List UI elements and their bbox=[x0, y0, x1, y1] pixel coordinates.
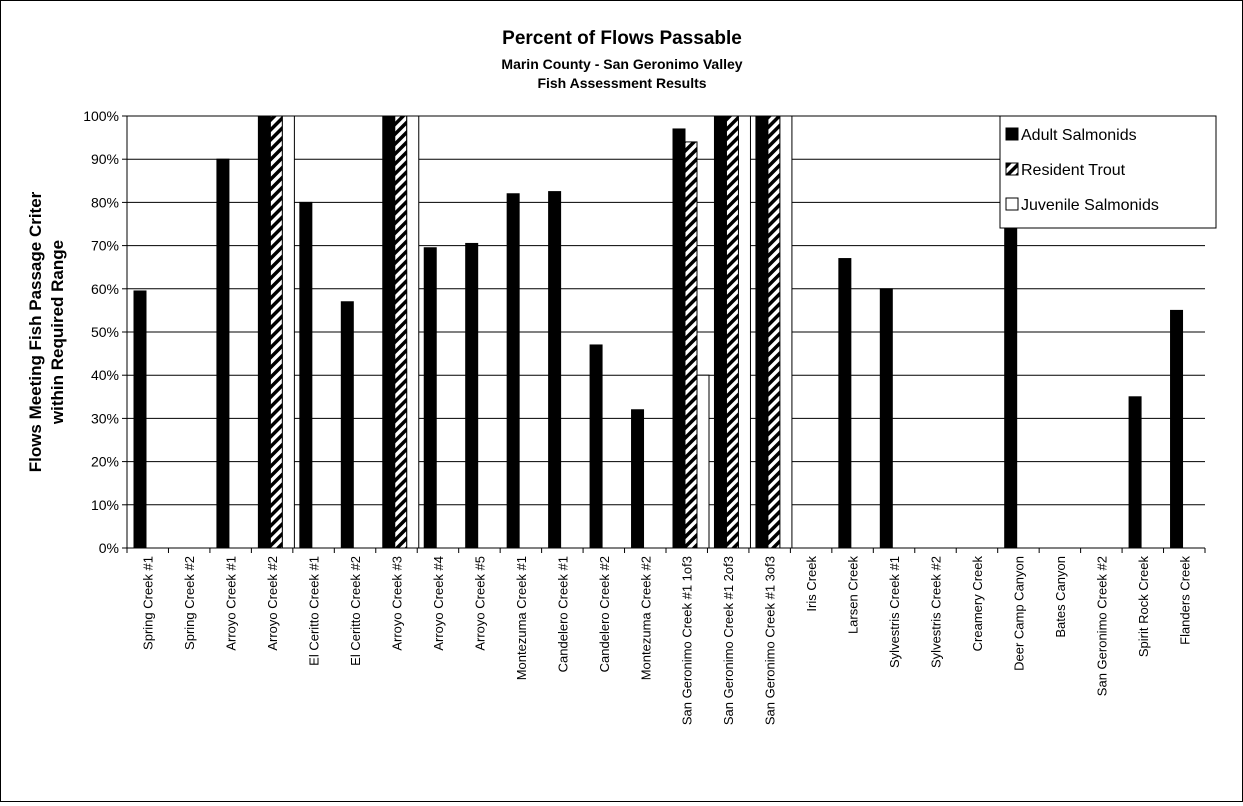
chart-subtitle-line-1: Marin County - San Geronimo Valley bbox=[501, 56, 742, 72]
bar-adult-salmonids bbox=[299, 201, 313, 549]
y-tick-label: 90% bbox=[91, 151, 119, 167]
y-tick-label: 40% bbox=[91, 367, 119, 383]
x-category-label: Arroyo Creek #5 bbox=[472, 556, 487, 651]
x-category-label: Arroyo Creek #2 bbox=[265, 556, 280, 651]
x-category-label: San Geronimo Creek #1 2of3 bbox=[721, 556, 736, 725]
x-category-label: Sylvestris Creek #2 bbox=[929, 556, 944, 668]
x-category-label: Flanders Creek bbox=[1177, 556, 1192, 645]
chart-subtitle-line-2: Fish Assessment Results bbox=[537, 75, 706, 91]
bar-juvenile-salmonids bbox=[779, 115, 793, 549]
bar-adult-salmonids bbox=[589, 344, 603, 549]
bar-adult-salmonids bbox=[340, 301, 354, 549]
x-category-label: Sylvestris Creek #1 bbox=[887, 556, 902, 668]
y-axis-label-line-1: Flows Meeting Fish Passage Criter bbox=[26, 191, 45, 472]
y-tick-label: 80% bbox=[91, 194, 119, 210]
bar-resident-trout bbox=[767, 115, 781, 549]
legend-swatch bbox=[1005, 197, 1019, 211]
bar-juvenile-salmonids bbox=[281, 115, 295, 549]
y-tick-label: 60% bbox=[91, 281, 119, 297]
bar-adult-salmonids bbox=[838, 258, 852, 549]
x-category-label: Spring Creek #2 bbox=[182, 556, 197, 650]
bar-adult-salmonids bbox=[631, 409, 645, 549]
legend-label: Adult Salmonids bbox=[1021, 127, 1137, 144]
bar-resident-trout bbox=[394, 115, 408, 549]
bar-resident-trout bbox=[684, 141, 698, 549]
y-tick-label: 50% bbox=[91, 324, 119, 340]
bar-adult-salmonids bbox=[257, 115, 271, 549]
bar-resident-trout bbox=[725, 115, 739, 549]
y-tick-label: 100% bbox=[83, 108, 119, 124]
y-tick-label: 0% bbox=[99, 540, 119, 556]
y-axis-label-line-2: within Required Range bbox=[48, 240, 67, 425]
bar-juvenile-salmonids bbox=[696, 374, 710, 549]
y-tick-label: 20% bbox=[91, 454, 119, 470]
bar-adult-salmonids bbox=[382, 115, 396, 549]
x-category-label: San Geronimo Creek #1 3of3 bbox=[763, 556, 778, 725]
bar-adult-salmonids bbox=[465, 242, 479, 549]
bar-adult-salmonids bbox=[548, 191, 562, 549]
x-category-label: El Ceritto Creek #1 bbox=[307, 556, 322, 666]
x-category-label: Montezuma Creek #2 bbox=[638, 556, 653, 680]
x-category-label: Arroyo Creek #4 bbox=[431, 556, 446, 651]
bar-adult-salmonids bbox=[1004, 219, 1018, 549]
x-category-label: Candelero Creek #1 bbox=[555, 556, 570, 672]
bar-adult-salmonids bbox=[506, 193, 520, 549]
x-category-label: Montezuma Creek #1 bbox=[514, 556, 529, 680]
y-tick-label: 70% bbox=[91, 238, 119, 254]
x-category-label: Bates Canyon bbox=[1053, 556, 1068, 638]
x-category-label: Larsen Creek bbox=[846, 556, 861, 635]
x-category-label: Deer Camp Canyon bbox=[1011, 556, 1026, 671]
legend-swatch bbox=[1005, 162, 1019, 176]
y-tick-label: 30% bbox=[91, 410, 119, 426]
x-category-label: Creamery Creek bbox=[970, 556, 985, 652]
x-category-label: San Geronimo Creek #2 bbox=[1094, 556, 1109, 696]
bar-adult-salmonids bbox=[216, 158, 230, 549]
chart-title: Percent of Flows Passable bbox=[502, 28, 742, 49]
bar-adult-salmonids bbox=[755, 115, 769, 549]
bar-adult-salmonids bbox=[672, 128, 686, 549]
y-tick-label: 10% bbox=[91, 497, 119, 513]
bar-adult-salmonids bbox=[133, 290, 147, 549]
x-category-label: Spring Creek #1 bbox=[141, 556, 156, 650]
bar-adult-salmonids bbox=[879, 288, 893, 549]
bar-adult-salmonids bbox=[1128, 396, 1142, 549]
legend-swatch bbox=[1005, 127, 1019, 141]
legend-label: Juvenile Salmonids bbox=[1021, 197, 1159, 214]
x-category-label: El Ceritto Creek #2 bbox=[348, 556, 363, 666]
x-category-label: San Geronimo Creek #1 1of3 bbox=[680, 556, 695, 725]
x-category-label: Iris Creek bbox=[804, 556, 819, 612]
bar-resident-trout bbox=[269, 115, 283, 549]
x-category-label: Arroyo Creek #1 bbox=[224, 556, 239, 651]
bar-adult-salmonids bbox=[423, 247, 437, 549]
bar-adult-salmonids bbox=[1170, 309, 1184, 549]
bar-adult-salmonids bbox=[713, 115, 727, 549]
legend: Adult Salmonids Resident Trout Juvenile Sa… bbox=[999, 115, 1217, 229]
bar-juvenile-salmonids bbox=[406, 115, 420, 549]
x-category-label: Arroyo Creek #3 bbox=[390, 556, 405, 651]
x-category-label: Spirit Rock Creek bbox=[1136, 556, 1151, 658]
legend-label: Resident Trout bbox=[1021, 162, 1126, 179]
bar-juvenile-salmonids bbox=[737, 115, 751, 549]
legend-box bbox=[999, 115, 1217, 229]
x-category-label: Candelero Creek #2 bbox=[597, 556, 612, 672]
